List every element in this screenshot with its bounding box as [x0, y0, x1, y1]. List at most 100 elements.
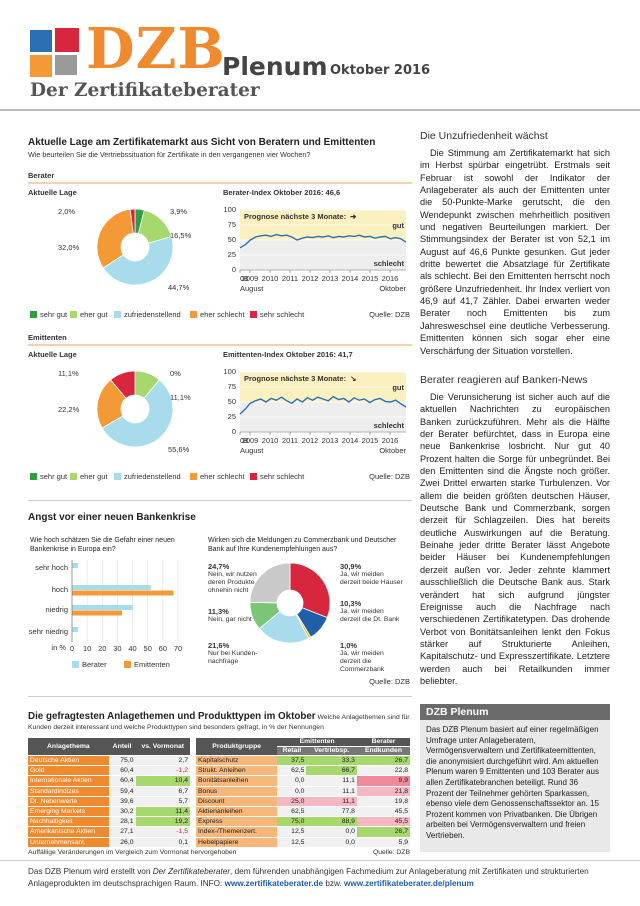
- zone-label: gut: [392, 221, 404, 230]
- row: Internationale Aktien 60,4 10,4: [28, 775, 190, 787]
- row: Gold 60,4 -1,2: [28, 765, 190, 777]
- donut-slice: [101, 379, 174, 448]
- x-tick-label: 08: [240, 274, 248, 283]
- date: Oktober 2016: [330, 63, 431, 78]
- rule: [0, 860, 640, 861]
- group-heading: Emittenten: [28, 333, 67, 342]
- row: Strukt. Anleihen 62,5 66,7 22,8: [196, 765, 410, 777]
- x-tick-label: 2011: [282, 274, 298, 283]
- y-tick-label: 50: [228, 235, 236, 244]
- x-tick-label: 60: [159, 644, 167, 653]
- article-heading: Die Unzufriedenheit wächst: [420, 130, 548, 142]
- cell: 5,7: [135, 796, 190, 808]
- row: Standardindizes 59,4 6,7: [28, 786, 190, 797]
- x-tick-label: 08: [240, 436, 248, 445]
- legend-label: sehr schlecht: [260, 472, 305, 481]
- category-label: hoch: [52, 585, 68, 594]
- cell: 0,1: [135, 837, 190, 848]
- legend-swatch: [124, 661, 131, 668]
- data-label: 21,6%: [208, 641, 230, 650]
- x-tick-label: 2013: [322, 436, 339, 445]
- section-title: Die gefragtesten Anlagethemen und Produk…: [28, 711, 316, 722]
- header-cell: Berater: [356, 738, 410, 747]
- footer-text: Das DZB Plenum wird erstellt von: [28, 867, 151, 876]
- bar: [72, 610, 122, 616]
- cell: Bonitätsanleihen: [196, 775, 278, 787]
- types-table-box: Produktgruppe Emittenten Berater Retail Vert…: [196, 738, 410, 848]
- footer: Das DZB Plenum wird erstellt von Der Zer…: [28, 866, 612, 890]
- legend-label: eher schlecht: [200, 310, 246, 319]
- title: Plenum: [222, 52, 328, 81]
- cell: 62,5: [277, 765, 307, 777]
- pie-label-text: Nur bei Kunden-nachfrage: [208, 650, 258, 665]
- y-tick-label: 100: [223, 205, 236, 214]
- row: Hebelpapiere 12,5 0,0 5,9: [196, 837, 410, 848]
- source: Quelle: DZB: [369, 472, 410, 481]
- legend-swatch: [72, 661, 79, 668]
- row: Aktienanleihen 62,5 77,8 45,5: [196, 806, 410, 818]
- data-label: 11,1%: [170, 393, 191, 402]
- x-tick-label: 0: [70, 644, 74, 653]
- y-tick-label: 0: [232, 265, 236, 274]
- brand: Der Zertifikateberater: [30, 80, 260, 101]
- data-label: 10,3%: [340, 599, 362, 608]
- data-label: 24,7%: [208, 562, 230, 571]
- bar: [72, 605, 133, 610]
- donut-slice: [96, 208, 134, 269]
- chart-title: Berater-Index Oktober 2016: 46,6: [223, 188, 340, 197]
- y-tick-label: 100: [223, 367, 236, 376]
- section-subtitle: Wie beurteilen Sie die Vertriebssituatio…: [28, 150, 311, 159]
- cell: 26,0: [108, 837, 136, 848]
- row: Bonitätsanleihen 0,0 11,1 9,9: [196, 775, 410, 787]
- axis-label: Oktober: [379, 446, 406, 455]
- donut-slice: [129, 208, 136, 234]
- cell: 9,9: [356, 775, 410, 787]
- cell: 2,7: [135, 755, 190, 767]
- market-charts: Berater Aktuelle Lage 3,9% 16,5% 44,7% 32,0% 2…: [28, 171, 412, 481]
- legend-swatch: [70, 311, 77, 318]
- legend-swatch: [30, 473, 37, 480]
- header-cell: Emittenten: [277, 738, 357, 747]
- footer-link[interactable]: www.zertifikateberater.de: [224, 879, 324, 888]
- axis-label: August: [240, 284, 264, 293]
- logo-square: [30, 55, 52, 77]
- cell: 5,9: [356, 837, 410, 848]
- x-tick-label: 2015: [362, 436, 379, 445]
- y-tick-label: 25: [228, 412, 236, 421]
- pie-label: 11,3% Nein, gar nicht: [208, 608, 274, 624]
- x-tick-label: 2010: [262, 436, 279, 445]
- group-heading: Berater: [28, 171, 54, 180]
- header-row: Anlagethema Anteil vs. Vormonat: [28, 738, 190, 756]
- axis-label: Oktober: [379, 284, 406, 293]
- cell: 0,0: [306, 826, 357, 838]
- x-tick-label: 2009: [242, 436, 259, 445]
- donut-slice: [249, 562, 291, 604]
- row: Kapitalschutz 37,5 33,3 26,7: [196, 755, 410, 767]
- crisis-svg: 0 10 20 30 40 50 60 70 in % sehr hoch hoch niedrig s…: [29, 560, 410, 686]
- cell: Kapitalschutz: [196, 755, 278, 767]
- legend-swatch: [250, 473, 257, 480]
- cell: 0,0: [306, 837, 357, 848]
- footer-link[interactable]: www.zertifikateberater.de/plenum: [344, 879, 474, 888]
- cell: Amerikanische Aktien: [28, 826, 109, 838]
- category-label: sehr hoch: [35, 563, 68, 572]
- pie-label: 10,3% Ja, wir meiden derzeit die Dt. Bank: [340, 600, 406, 624]
- data-label: 16,5%: [170, 231, 192, 240]
- cell: 60,4: [108, 775, 136, 787]
- legend-swatch: [30, 311, 37, 318]
- row: Nachhaltigkeit 28,1 19,2: [28, 816, 190, 828]
- section-subtitle: Welche Anlagethemen sind für Kunden derz…: [28, 714, 410, 731]
- zone-label: schlecht: [374, 421, 405, 430]
- cell: 39,6: [108, 796, 136, 808]
- cell: Discount: [196, 796, 278, 808]
- bar: [72, 563, 79, 568]
- donut-slice: [110, 370, 136, 399]
- pie-label-text: Ja, wir meiden derzeit die Commerzbank: [340, 650, 385, 673]
- cell: 88,9: [306, 816, 357, 828]
- legend-label: Berater: [82, 660, 107, 669]
- bar: [72, 627, 79, 632]
- pie-label-text: Nein, wir nutzen deren Produkte ohnehin …: [208, 571, 257, 594]
- x-tick-label: 2016: [382, 436, 399, 445]
- x-tick-label: 50: [144, 644, 152, 653]
